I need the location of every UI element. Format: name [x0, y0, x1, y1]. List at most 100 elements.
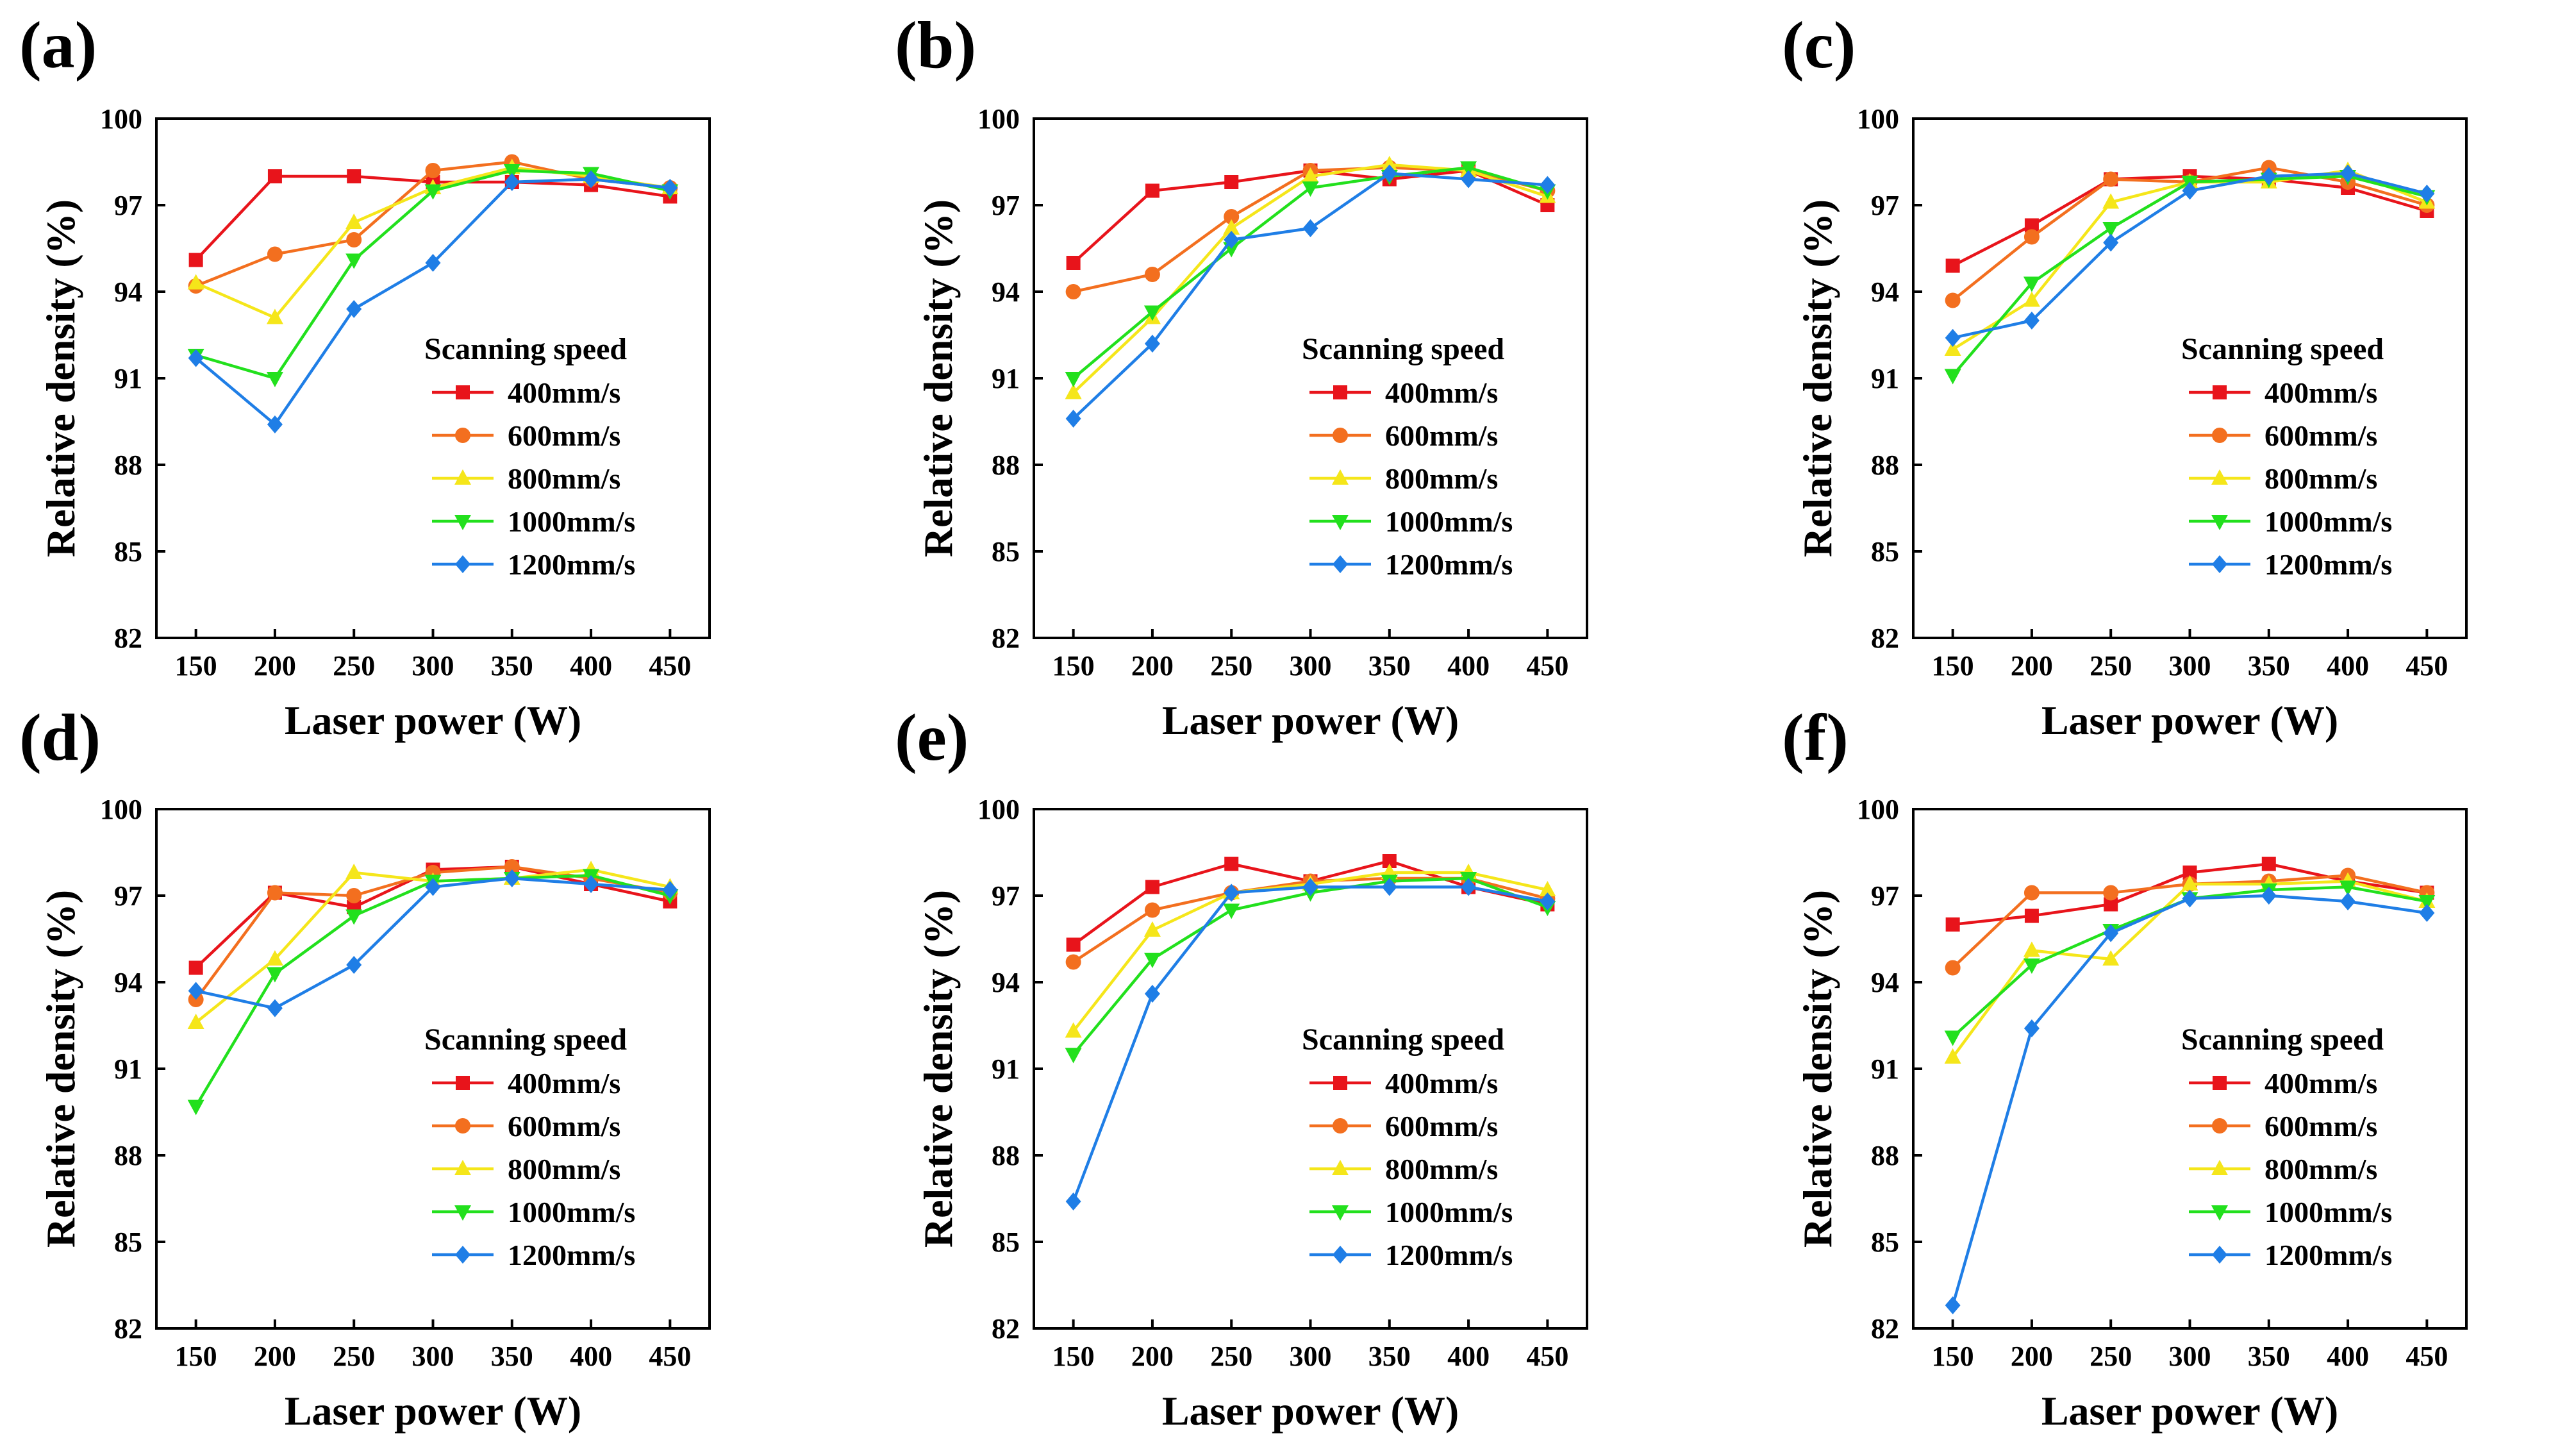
x-tick-label: 300	[1290, 650, 1332, 682]
data-point	[1381, 878, 1397, 896]
x-tick-label: 200	[254, 650, 296, 682]
legend-swatch-marker	[1332, 515, 1349, 530]
data-point	[2339, 880, 2357, 896]
legend-entry: 1200mm/s	[1385, 1239, 1513, 1271]
legend: Scanning speed 400mm/s 600mm/s 800mm/s 1000m…	[424, 1023, 635, 1271]
data-point	[1065, 1192, 1081, 1210]
y-axis-label: Relative density (%)	[38, 199, 83, 557]
legend-entry: 1000mm/s	[2264, 1196, 2392, 1228]
x-tick-label: 300	[2169, 1341, 2211, 1372]
data-point	[425, 163, 441, 178]
y-tick-label: 82	[114, 623, 142, 654]
y-axis-label: Relative density (%)	[915, 199, 961, 557]
x-tick-label: 350	[1368, 650, 1411, 682]
legend-swatch-marker	[1333, 1118, 1348, 1134]
x-tick-label: 250	[2090, 650, 2132, 682]
data-point	[1539, 881, 1556, 896]
data-point	[346, 232, 362, 247]
data-point	[1302, 878, 1318, 896]
legend-entry: 1000mm/s	[1385, 1196, 1513, 1228]
y-tick-label: 97	[114, 190, 142, 221]
legend-swatch-marker	[1333, 428, 1348, 443]
data-point	[1945, 917, 1960, 932]
legend-swatch-marker	[456, 1076, 470, 1090]
series-1200mm-s	[1065, 164, 1556, 428]
y-axis-label: Relative density (%)	[1795, 199, 1840, 557]
data-point	[266, 308, 283, 324]
panel-label: (c)	[1782, 8, 1856, 82]
data-point	[2419, 185, 2435, 203]
x-tick-label: 400	[1447, 1341, 1490, 1372]
data-point	[2024, 908, 2039, 923]
x-tick-label: 350	[2248, 650, 2290, 682]
data-point	[1145, 880, 1159, 894]
data-point	[188, 960, 203, 975]
x-tick-label: 250	[2090, 1341, 2132, 1372]
data-point	[2182, 866, 2197, 880]
data-point	[2103, 171, 2119, 187]
x-tick-label: 300	[2169, 650, 2211, 682]
legend-entry: 1200mm/s	[2264, 548, 2392, 581]
legend-title: Scanning speed	[1302, 332, 1504, 366]
data-point	[1302, 219, 1318, 237]
legend: Scanning speed 400mm/s 600mm/s 800mm/s 1000m…	[1302, 332, 1513, 581]
y-tick-label: 85	[992, 1226, 1020, 1258]
x-tick-label: 450	[649, 650, 691, 682]
panel-label: (e)	[895, 701, 968, 774]
legend-entry: 400mm/s	[508, 376, 620, 409]
legend-entry: 1000mm/s	[508, 1196, 635, 1228]
legend-swatch-marker	[1332, 1160, 1349, 1175]
x-tick-label: 150	[1052, 1341, 1095, 1372]
data-point	[266, 967, 283, 983]
legend-swatch-marker	[455, 1118, 470, 1134]
data-point	[2340, 164, 2356, 183]
y-tick-label: 88	[114, 1140, 142, 1171]
data-point	[2261, 887, 2277, 905]
legend-entry: 400mm/s	[1385, 376, 1498, 409]
legend-swatch-marker	[454, 1205, 471, 1221]
y-tick-label: 82	[992, 1313, 1020, 1344]
legend: Scanning speed 400mm/s 600mm/s 800mm/s 1000m…	[1302, 1023, 1513, 1271]
y-tick-label: 94	[114, 967, 142, 998]
data-point	[2104, 897, 2118, 912]
legend-swatch-marker	[2213, 1076, 2227, 1090]
data-point	[504, 173, 520, 191]
legend-title: Scanning speed	[2181, 332, 2384, 366]
legend-entry: 1000mm/s	[1385, 505, 1513, 538]
panel-label: (a)	[19, 8, 97, 82]
y-tick-label: 91	[114, 363, 142, 394]
legend-swatch-marker	[1332, 469, 1349, 485]
x-tick-label: 150	[1052, 650, 1095, 682]
data-point	[583, 170, 599, 188]
panel-label: (b)	[895, 8, 976, 82]
x-tick-label: 450	[2406, 1341, 2448, 1372]
legend-entry: 800mm/s	[1385, 462, 1498, 495]
legend-swatch-marker	[455, 428, 470, 443]
data-point	[2261, 857, 2276, 871]
y-tick-label: 91	[992, 363, 1020, 394]
data-point	[345, 253, 363, 269]
x-tick-label: 250	[333, 650, 375, 682]
data-point	[2102, 193, 2120, 209]
y-tick-label: 100	[100, 103, 142, 135]
legend-title: Scanning speed	[1302, 1023, 1504, 1057]
data-point	[2182, 181, 2198, 200]
chart-panel-d: (d) 150 200 250 300 350 400 450 82 85 88 91 94 97 100 L…	[19, 701, 711, 1434]
data-point	[1944, 369, 1961, 385]
series-1200mm-s	[1065, 878, 1556, 1210]
x-tick-label: 300	[412, 1341, 454, 1372]
y-tick-label: 91	[1871, 363, 1899, 394]
data-point	[1945, 960, 1961, 976]
x-tick-label: 350	[1368, 1341, 1411, 1372]
data-point	[1224, 209, 1240, 224]
data-point	[2102, 950, 2120, 966]
x-tick-label: 400	[2327, 1341, 2369, 1372]
legend-entry: 600mm/s	[508, 419, 620, 452]
legend-entry: 400mm/s	[2264, 1067, 2377, 1100]
y-tick-label: 100	[977, 794, 1020, 825]
data-point	[1461, 170, 1477, 188]
y-tick-label: 94	[1871, 967, 1899, 998]
data-point	[346, 956, 362, 974]
x-tick-label: 200	[2011, 650, 2053, 682]
y-tick-label: 100	[1857, 794, 1899, 825]
